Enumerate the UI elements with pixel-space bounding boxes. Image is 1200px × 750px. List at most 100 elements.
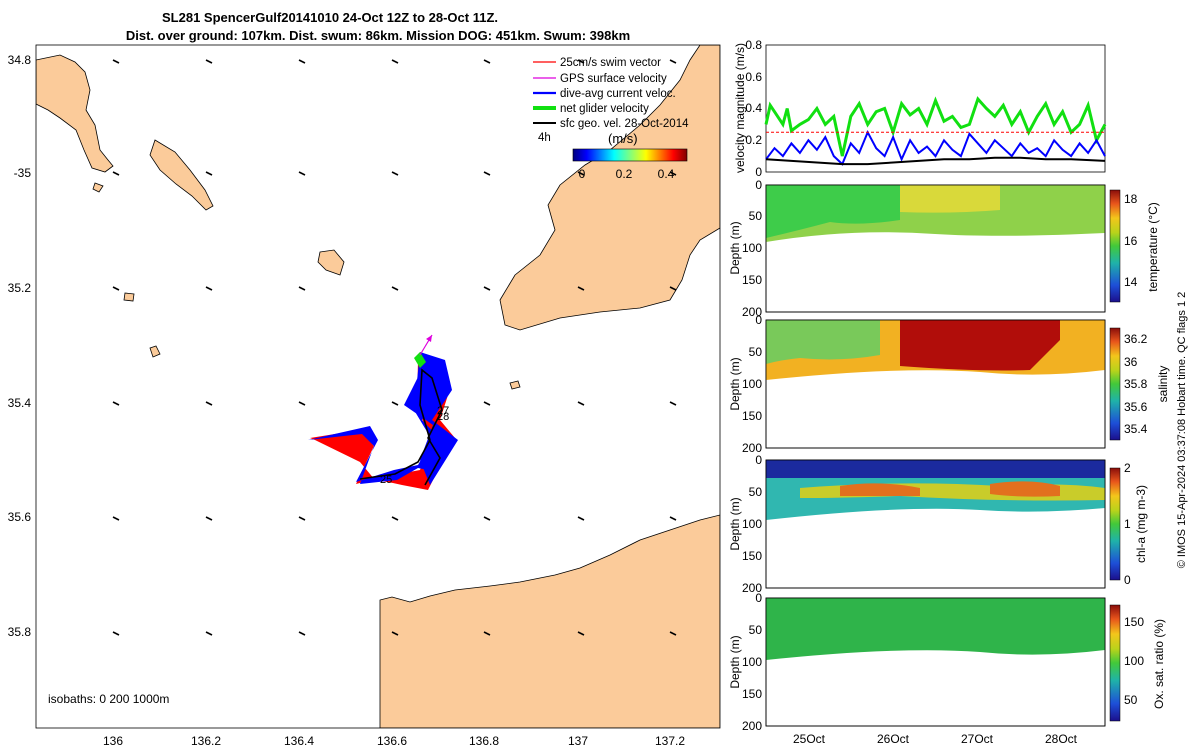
velocity-ylabel: velocity magnitude (m/s) xyxy=(733,43,747,173)
salinity-ylabel: Depth (m) xyxy=(728,357,742,410)
chla-peak-patches xyxy=(840,481,1060,497)
date-tick-27oct: 27Oct xyxy=(961,732,994,746)
sfc-velocity-arrow xyxy=(112,286,120,291)
legend-entry-gps: GPS surface velocity xyxy=(533,73,667,85)
sfc-velocity-arrow xyxy=(577,59,585,64)
sfc-velocity-arrow xyxy=(577,401,585,406)
sfc-velocity-arrow xyxy=(205,171,213,176)
map-xtick-label: 136.8 xyxy=(469,734,499,748)
oxygen-ytick: 100 xyxy=(742,655,762,669)
sfc-velocity-arrow xyxy=(669,631,677,636)
legend-extra-4h: 4h xyxy=(538,132,551,144)
salinity-fresh-patch xyxy=(766,320,880,364)
chla-cbar-label: chl-a (mg m-3) xyxy=(1134,485,1148,563)
salinity-cbar-tick: 36 xyxy=(1124,355,1138,369)
sfc-velocity-arrow xyxy=(205,516,213,521)
chla-ytick: 200 xyxy=(742,581,762,595)
vel-ytick: 0.2 xyxy=(745,133,762,147)
oxygen-cbar-label: Ox. sat. ratio (%) xyxy=(1152,619,1166,709)
salinity-ytick: 0 xyxy=(755,313,762,327)
vel-ytick: 0.4 xyxy=(745,101,762,115)
chla-panel: 2 1 0 chl-a (mg m-3) 0 50 100 150 200 De… xyxy=(728,453,1148,595)
sfc-velocity-arrow xyxy=(669,516,677,521)
chla-surface-low xyxy=(766,460,1105,478)
sfc-velocity-arrow xyxy=(669,171,677,176)
oxygen-ytick: 200 xyxy=(742,719,762,733)
chla-ytick: 150 xyxy=(742,549,762,563)
figure-title-line2: Dist. over ground: 107km. Dist. swum: 86… xyxy=(126,28,630,43)
salinity-ytick: 150 xyxy=(742,409,762,423)
temperature-ytick: 150 xyxy=(742,273,762,287)
track-label-28: 28 xyxy=(437,411,449,423)
temperature-colorbar xyxy=(1109,189,1121,303)
map-ytick-label: 35.6 xyxy=(8,510,32,524)
sfc-velocity-arrow xyxy=(577,516,585,521)
map-xtick-label: 136.2 xyxy=(191,734,221,748)
map-ytick-label: -35 xyxy=(14,166,32,180)
map-legend: 25cm/s swim vector GPS surface velocity … xyxy=(533,57,689,181)
salinity-cbar-tick: 36.2 xyxy=(1124,332,1148,346)
glider-track: 27 28 25 xyxy=(308,334,458,490)
sfc-velocity-arrow xyxy=(483,59,491,64)
chla-cbar-tick: 0 xyxy=(1124,573,1131,587)
map-panel: 27 28 25 136 136.2 136.4 136.6 136.8 137… xyxy=(8,44,721,748)
oxygen-cbar-tick: 50 xyxy=(1124,693,1138,707)
track-label-27: 27 xyxy=(437,405,449,417)
sfc-velocity-arrow xyxy=(669,401,677,406)
chla-ytick: 100 xyxy=(742,517,762,531)
oxygen-ylabel: Depth (m) xyxy=(728,635,742,688)
sfc-velocity-arrow xyxy=(391,516,399,521)
salinity-cbar-tick: 35.8 xyxy=(1124,377,1148,391)
chla-colorbar xyxy=(1109,467,1121,581)
salinity-ytick: 200 xyxy=(742,441,762,455)
sfc-velocity-arrow xyxy=(298,631,306,636)
salinity-cbar-label: salinity xyxy=(1156,366,1170,403)
temperature-ytick: 100 xyxy=(742,241,762,255)
sfc-velocity-arrow xyxy=(391,401,399,406)
sfc-velocity-arrow xyxy=(391,171,399,176)
legend-label-current: dive-avg current veloc. xyxy=(560,88,676,100)
salinity-panel: 36.2 36 35.8 35.6 35.4 salinity 0 50 100… xyxy=(728,313,1170,455)
sfc-velocity-arrow xyxy=(205,59,213,64)
temperature-ytick: 50 xyxy=(749,209,763,223)
legend-label-gps: GPS surface velocity xyxy=(560,73,667,85)
sfc-velocity-arrow xyxy=(391,631,399,636)
sfc-velocity-arrow xyxy=(112,516,120,521)
temperature-ytick: 0 xyxy=(755,178,762,192)
sfc-velocity-arrow xyxy=(483,631,491,636)
sfc-velocity-arrow xyxy=(298,516,306,521)
sfc-velocity-arrow xyxy=(112,59,120,64)
salinity-frame xyxy=(765,319,1106,449)
sfc-velocity-arrow xyxy=(577,286,585,291)
sfc-velocity-arrow xyxy=(205,286,213,291)
sfc-velocity-arrow xyxy=(483,401,491,406)
sfc-velocity-arrow xyxy=(205,631,213,636)
map-xtick-label: 137.2 xyxy=(655,734,685,748)
legend-label-net: net glider velocity xyxy=(560,103,649,115)
velocity-yticks: 0 0.2 0.4 0.6 0.8 xyxy=(745,38,762,179)
legend-label-sfc: sfc geo. vel. 28-Oct-2014 xyxy=(560,118,689,130)
salinity-ytick: 100 xyxy=(742,377,762,391)
chla-frame xyxy=(765,459,1106,589)
map-ytick-label: 34.8 xyxy=(8,53,32,67)
dive-avg-current-line xyxy=(765,129,1106,166)
legend-entry-sfc: sfc geo. vel. 28-Oct-2014 xyxy=(533,118,689,130)
salinity-colorbar xyxy=(1109,327,1121,441)
map-ytick-label: 35.2 xyxy=(8,281,32,295)
chla-cbar-tick: 1 xyxy=(1124,517,1131,531)
vel-ytick: 0.8 xyxy=(745,38,762,52)
sfc-velocity-arrow xyxy=(298,171,306,176)
temperature-ylabel: Depth (m) xyxy=(728,221,742,274)
oxygen-cbar-tick: 100 xyxy=(1124,654,1144,668)
sfc-velocity-arrow xyxy=(205,401,213,406)
colorbar-label: (m/s) xyxy=(608,131,638,146)
sfc-geo-velocity-line xyxy=(765,156,1106,166)
legend-label-swim: 25cm/s swim vector xyxy=(560,57,661,69)
temperature-ytick: 200 xyxy=(742,305,762,319)
map-ytick-label: 35.4 xyxy=(8,396,32,410)
legend-entry-swim: 25cm/s swim vector xyxy=(533,57,661,69)
temperature-warm-patch xyxy=(900,185,1000,213)
oxygen-colorbar xyxy=(1109,604,1121,722)
map-colorbar xyxy=(572,148,688,162)
net-glider-velocity-line xyxy=(764,96,1107,157)
